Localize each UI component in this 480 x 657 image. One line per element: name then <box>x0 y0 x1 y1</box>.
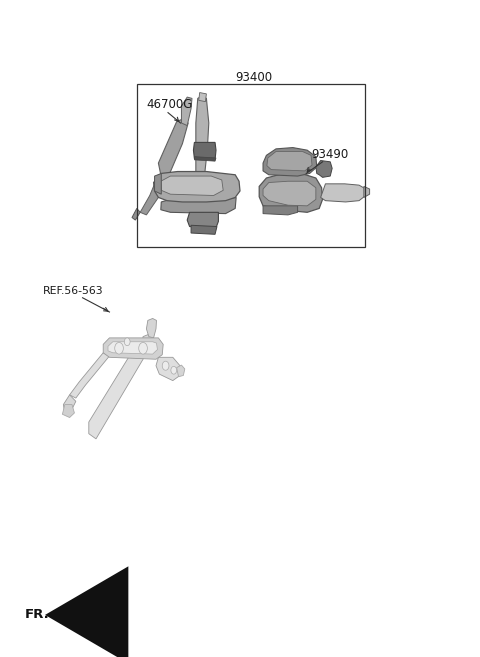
Polygon shape <box>177 365 185 376</box>
Polygon shape <box>158 119 188 177</box>
Polygon shape <box>316 160 332 177</box>
Polygon shape <box>154 171 240 202</box>
Text: REF.56-563: REF.56-563 <box>43 286 104 296</box>
Polygon shape <box>263 148 317 176</box>
Polygon shape <box>199 93 206 102</box>
Polygon shape <box>267 152 312 171</box>
Polygon shape <box>364 187 370 197</box>
Text: FR.: FR. <box>25 608 50 622</box>
Polygon shape <box>63 395 76 413</box>
Polygon shape <box>181 97 192 125</box>
Polygon shape <box>146 319 156 338</box>
Polygon shape <box>103 338 163 359</box>
Polygon shape <box>156 357 180 380</box>
Circle shape <box>139 342 147 354</box>
Polygon shape <box>321 184 366 202</box>
Polygon shape <box>263 206 298 215</box>
Polygon shape <box>194 156 216 161</box>
Polygon shape <box>155 173 161 194</box>
Polygon shape <box>108 342 157 354</box>
Polygon shape <box>132 208 140 220</box>
Polygon shape <box>89 343 146 439</box>
Polygon shape <box>193 143 216 160</box>
Polygon shape <box>161 197 236 214</box>
Text: 93490: 93490 <box>311 148 348 160</box>
Polygon shape <box>187 212 218 228</box>
Polygon shape <box>62 405 74 417</box>
Text: 46700G: 46700G <box>146 99 193 111</box>
Polygon shape <box>191 225 217 235</box>
Text: 93400: 93400 <box>235 71 272 84</box>
Circle shape <box>124 338 130 346</box>
Polygon shape <box>161 176 223 196</box>
Circle shape <box>115 342 123 354</box>
Bar <box>137 84 365 247</box>
Circle shape <box>162 361 169 371</box>
Polygon shape <box>259 173 323 212</box>
Polygon shape <box>140 175 167 215</box>
Polygon shape <box>196 96 209 176</box>
Polygon shape <box>70 353 109 398</box>
Polygon shape <box>263 181 316 206</box>
Circle shape <box>171 367 177 374</box>
Polygon shape <box>142 333 155 353</box>
